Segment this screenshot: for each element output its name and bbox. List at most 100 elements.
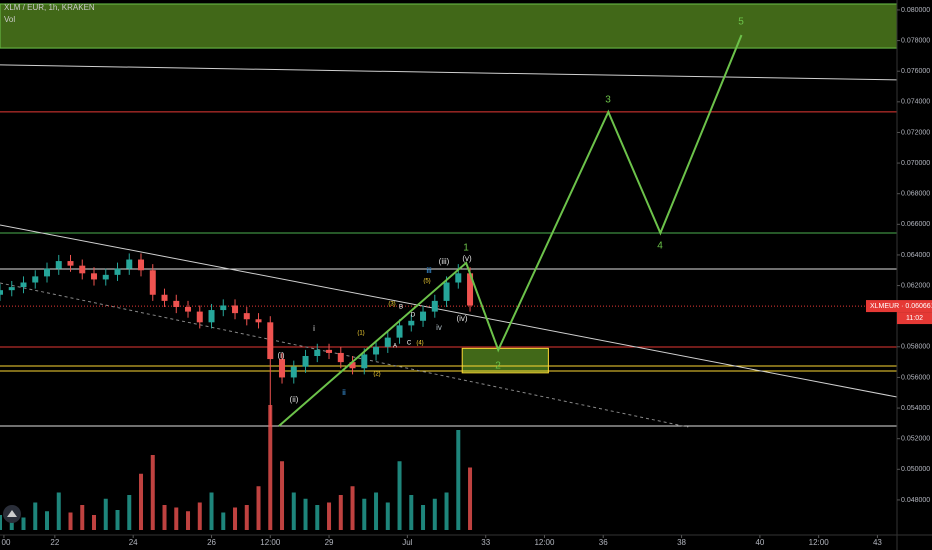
price-tag-box — [866, 300, 932, 313]
volume-bar — [221, 512, 226, 530]
candle-body — [149, 270, 156, 295]
candle-body — [126, 259, 133, 269]
candle-body — [232, 305, 239, 314]
x-tick-label: 12:00 — [260, 538, 281, 547]
y-tick-label: 0.052000 — [901, 436, 930, 443]
volume-bar — [68, 512, 73, 530]
y-tick-label: 0.050000 — [901, 466, 930, 473]
x-tick-label: Jul — [402, 538, 412, 547]
x-tick-label: 12:00 — [809, 538, 830, 547]
candle-body — [196, 311, 203, 323]
candle-body — [302, 356, 309, 367]
volume — [0, 405, 473, 530]
candle-body — [173, 300, 180, 308]
volume-bar — [291, 492, 296, 530]
x-tick-label: 24 — [129, 538, 138, 547]
volume-bar — [127, 495, 132, 530]
wave-label: (1) — [357, 331, 364, 337]
volume-bar — [56, 492, 61, 530]
wave-label: i — [313, 324, 315, 333]
candle-body — [373, 346, 380, 355]
volume-bar — [338, 495, 343, 530]
volume-bar — [432, 498, 437, 530]
candle-body — [384, 337, 391, 347]
wave-label: 4 — [657, 241, 663, 252]
y-tick-label: 0.068000 — [901, 191, 930, 198]
volume-bar — [186, 511, 191, 530]
volume-bar — [45, 511, 50, 530]
countdown: 11:02 — [906, 315, 923, 322]
candle-body — [32, 276, 39, 283]
volume-bar — [456, 430, 461, 530]
price-tag: XLMEUR · 0.060661 — [870, 303, 932, 310]
candle-body — [114, 268, 121, 275]
wave-label: C — [407, 341, 412, 347]
y-tick-label: 0.064000 — [901, 252, 930, 259]
y-tick-label: 0.070000 — [901, 160, 930, 167]
volume-bar — [80, 505, 85, 530]
candle-body — [408, 320, 415, 326]
volume-bar — [444, 492, 449, 530]
y-tick-label: 0.080000 — [901, 7, 930, 14]
candle-body — [67, 261, 74, 266]
volume-bar — [268, 405, 273, 530]
x-tick-label: 00 — [2, 538, 11, 547]
wave-label: (5) — [423, 279, 430, 285]
volume-label: Vol — [4, 15, 15, 24]
y-tick-label: 0.078000 — [901, 37, 930, 44]
volume-bar — [209, 492, 214, 530]
volume-bar — [315, 505, 320, 530]
candle-body — [44, 268, 51, 277]
candle-body — [349, 362, 356, 369]
volume-bar — [162, 505, 167, 530]
wave-label: 2 — [495, 361, 501, 372]
volume-bar — [385, 502, 390, 530]
volume-bar — [33, 502, 38, 530]
candles — [0, 253, 474, 427]
candle-body — [396, 325, 403, 338]
y-tick-label: 0.074000 — [901, 99, 930, 106]
candle-body — [243, 313, 250, 320]
candle-body — [138, 259, 145, 271]
candle-body — [267, 322, 274, 360]
x-tick-label: 12:00 — [534, 538, 555, 547]
candle-body — [208, 310, 215, 323]
wave-label: (2) — [373, 372, 380, 378]
volume-bar — [92, 515, 97, 530]
symbol-title: XLM / EUR, 1h, KRAKEN — [4, 3, 95, 12]
wave-label: D — [411, 313, 416, 319]
candle-body — [326, 349, 333, 353]
volume-bar — [362, 498, 367, 530]
candle-body — [0, 290, 3, 295]
y-tick-label: 0.058000 — [901, 344, 930, 351]
y-tick-label: 0.066000 — [901, 221, 930, 228]
wave-label: 1 — [463, 243, 469, 254]
y-tick-label: 0.056000 — [901, 374, 930, 381]
y-tick-label: 0.072000 — [901, 129, 930, 136]
candle-body — [91, 273, 98, 280]
volume-bar — [374, 492, 379, 530]
candle-body — [314, 349, 321, 357]
wave-label: (v) — [462, 254, 472, 263]
volume-bar — [103, 498, 108, 530]
candle-body — [255, 319, 262, 323]
x-tick-label: 40 — [755, 538, 764, 547]
wave-label: (3) — [388, 302, 395, 308]
candle-body — [8, 287, 15, 291]
candle-body — [467, 273, 474, 306]
wave-label: 5 — [738, 17, 744, 28]
candle-body — [79, 265, 86, 274]
volume-bar — [197, 502, 202, 530]
candle-body — [431, 300, 438, 312]
y-tick-label: 0.054000 — [901, 405, 930, 412]
wave-label: iii — [426, 266, 432, 275]
wave-label: B — [399, 305, 403, 311]
volume-bar — [115, 510, 120, 530]
x-tick-label: 43 — [873, 538, 882, 547]
candle-body — [55, 261, 62, 269]
candle-body — [185, 307, 192, 312]
wave-label: (iv) — [456, 314, 467, 323]
trend-line — [0, 224, 898, 398]
